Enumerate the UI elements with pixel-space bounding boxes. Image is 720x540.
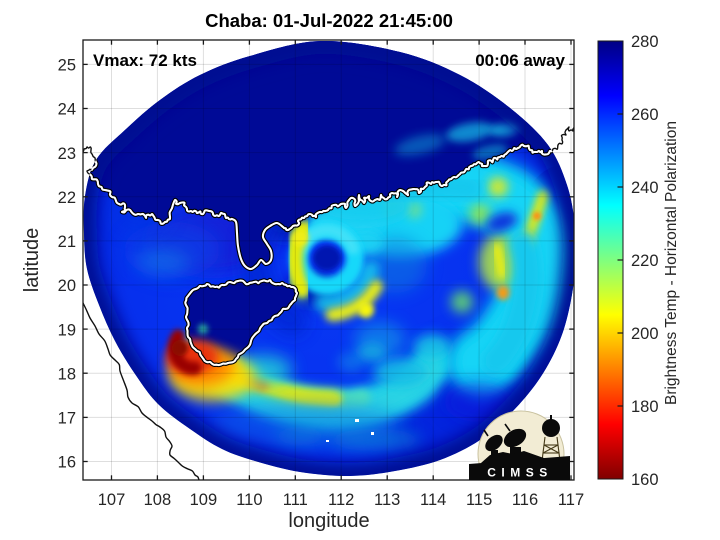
svg-text:280: 280 bbox=[631, 33, 659, 51]
svg-text:Brightness Temp - Horizontal P: Brightness Temp - Horizontal Polarizatio… bbox=[663, 121, 680, 405]
svg-text:260: 260 bbox=[631, 106, 659, 124]
svg-text:114: 114 bbox=[420, 491, 446, 509]
svg-text:200: 200 bbox=[631, 325, 659, 343]
svg-text:116: 116 bbox=[512, 491, 538, 509]
svg-text:24: 24 bbox=[58, 101, 76, 119]
svg-text:00:06 away: 00:06 away bbox=[475, 51, 565, 70]
svg-text:latitude: latitude bbox=[21, 228, 43, 293]
svg-text:Chaba: 01-Jul-2022 21:45:00: Chaba: 01-Jul-2022 21:45:00 bbox=[205, 10, 453, 31]
svg-text:160: 160 bbox=[631, 471, 659, 489]
svg-text:25: 25 bbox=[58, 57, 76, 75]
svg-text:109: 109 bbox=[190, 491, 218, 509]
svg-text:113: 113 bbox=[374, 491, 400, 509]
svg-text:117: 117 bbox=[558, 491, 584, 509]
svg-text:110: 110 bbox=[236, 491, 262, 509]
svg-text:18: 18 bbox=[58, 365, 76, 383]
svg-text:17: 17 bbox=[58, 410, 76, 428]
svg-text:Vmax: 72 kts: Vmax: 72 kts bbox=[93, 51, 197, 70]
svg-text:240: 240 bbox=[631, 179, 659, 197]
svg-text:220: 220 bbox=[631, 252, 659, 270]
svg-text:16: 16 bbox=[58, 454, 76, 472]
svg-text:20: 20 bbox=[58, 277, 76, 295]
svg-text:115: 115 bbox=[466, 491, 492, 509]
svg-text:21: 21 bbox=[58, 233, 76, 251]
svg-text:111: 111 bbox=[283, 491, 308, 509]
svg-text:112: 112 bbox=[328, 491, 354, 509]
svg-text:180: 180 bbox=[631, 398, 659, 416]
svg-text:longitude: longitude bbox=[288, 510, 369, 532]
svg-text:107: 107 bbox=[98, 491, 126, 509]
svg-text:23: 23 bbox=[58, 145, 76, 163]
svg-text:108: 108 bbox=[144, 491, 172, 509]
svg-text:22: 22 bbox=[58, 189, 76, 207]
svg-text:CIMSS: CIMSS bbox=[487, 466, 553, 480]
svg-text:19: 19 bbox=[58, 321, 76, 339]
